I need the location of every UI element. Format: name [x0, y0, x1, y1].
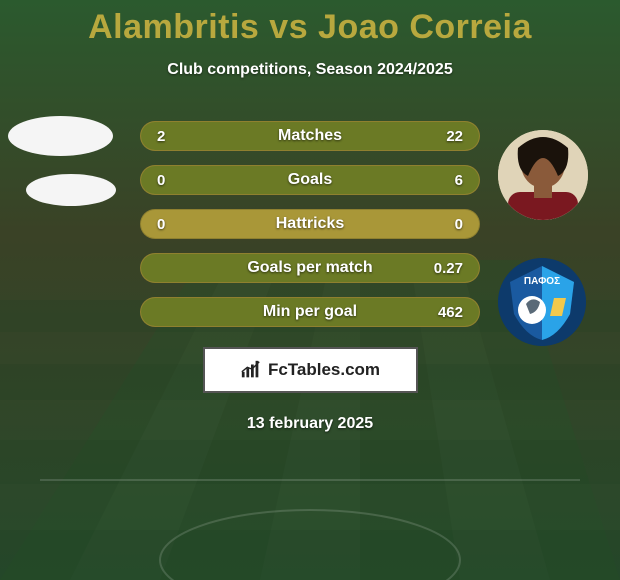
team-left-logo — [26, 174, 116, 206]
stat-label: Goals per match — [141, 259, 479, 277]
stat-row: 0Hattricks0 — [140, 209, 480, 239]
bars-icon — [240, 359, 262, 381]
stat-right-value: 6 — [455, 172, 463, 189]
stat-row: Min per goal462 — [140, 297, 480, 327]
stat-row: 0Goals6 — [140, 165, 480, 195]
subtitle: Club competitions, Season 2024/2025 — [0, 61, 620, 79]
stat-right-value: 0.27 — [434, 260, 463, 277]
player-right-avatar — [498, 130, 588, 220]
team-right-logo: ΠΑΦΟΣ — [498, 258, 586, 346]
stats-list: 2Matches220Goals60Hattricks0Goals per ma… — [140, 121, 480, 327]
brand-box[interactable]: FcTables.com — [203, 347, 418, 393]
stat-label: Goals — [141, 171, 479, 189]
brand-text: FcTables.com — [268, 360, 380, 380]
stat-label: Min per goal — [141, 303, 479, 321]
stat-label: Matches — [141, 127, 479, 145]
stat-row: 2Matches22 — [140, 121, 480, 151]
page-title: Alambritis vs Joao Correia — [0, 0, 620, 47]
stat-row: Goals per match0.27 — [140, 253, 480, 283]
stat-right-value: 0 — [455, 216, 463, 233]
stat-right-value: 462 — [438, 304, 463, 321]
stat-right-value: 22 — [446, 128, 463, 145]
svg-text:ΠΑΦΟΣ: ΠΑΦΟΣ — [524, 276, 560, 287]
date-text: 13 february 2025 — [0, 415, 620, 433]
stat-label: Hattricks — [141, 215, 479, 233]
player-left-avatar — [8, 116, 113, 156]
